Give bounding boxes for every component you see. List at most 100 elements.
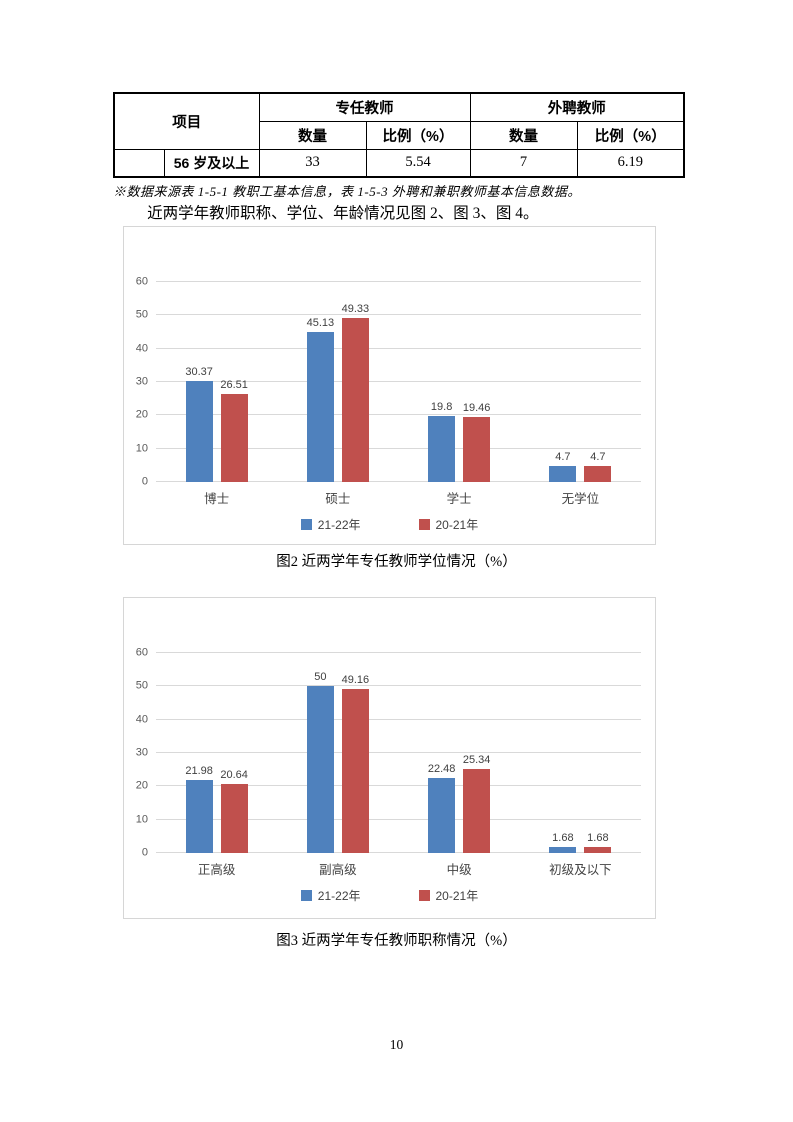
bar-21-22年: 45.13 [307, 317, 334, 482]
legend-label: 21-22年 [317, 518, 361, 532]
y-axis-tick-label: 20 [135, 408, 148, 421]
figure-2-bar-chart: 0 10 20 30 40 50 60 30.37 26.51 45.13 49.33 19.8 19.… [123, 226, 656, 545]
y-axis-tick-label: 20 [135, 779, 148, 792]
bar-data-label: 1.68 [587, 832, 609, 845]
plot-area: 0 10 20 30 40 50 60 30.37 26.51 45.13 49.33 19.8 19.… [136, 276, 641, 487]
y-axis-tick-label: 60 [135, 646, 148, 659]
bar-data-label: 45.13 [306, 316, 335, 329]
table-header-ft-count: 数量 [258, 120, 367, 150]
category-label: 副高级 [319, 863, 357, 877]
legend-item: 20-21年 [418, 516, 479, 533]
y-axis-tick-label: 0 [141, 846, 148, 859]
figure-3-bar-chart: 0 10 20 30 40 50 60 21.98 20.64 50 49.16 22.48 25.34… [123, 597, 656, 919]
bar-21-22年: 4.7 [549, 452, 577, 482]
bar-group: 4.7 4.7 [520, 282, 641, 482]
bar-20-21年: 49.16 [342, 675, 369, 853]
category-label: 中级 [446, 863, 472, 877]
bar-21-22年: 30.37 [185, 366, 213, 482]
bar-data-label: 22.48 [427, 763, 456, 776]
gridline [156, 685, 641, 687]
bar-data-label: 50 [314, 671, 327, 684]
category-label: 博士 [204, 492, 230, 506]
y-axis-tick-label: 10 [135, 813, 148, 826]
bar-data-label: 49.33 [341, 302, 370, 315]
y-axis-tick-label: 40 [135, 713, 148, 726]
bar-20-21年: 19.46 [463, 403, 490, 482]
gridline [156, 818, 641, 820]
bar-group: 50 49.16 [277, 653, 398, 853]
page-number: 10 [389, 1037, 404, 1052]
legend-item: 21-22年 [300, 516, 361, 533]
legend-label: 20-21年 [435, 518, 479, 532]
gridline [156, 652, 641, 653]
y-axis-tick-label: 50 [135, 679, 148, 692]
table-cell-ext-ratio: 6.19 [576, 148, 685, 178]
chart-legend: 21-22年 20-21年 [124, 887, 655, 904]
bar-21-22年: 50 [306, 672, 334, 853]
legend-label: 20-21年 [435, 889, 479, 903]
bar-21-22年: 21.98 [185, 765, 213, 853]
bar-group: 19.8 19.46 [399, 282, 520, 482]
table-header-ext-ratio: 比例（%） [576, 120, 685, 150]
bar-group: 45.13 49.33 [277, 282, 398, 482]
table-header-external: 外聘教师 [469, 92, 685, 122]
bar-data-label: 4.7 [590, 451, 606, 464]
table-cell-empty [113, 148, 165, 178]
bar-data-label: 20.64 [220, 769, 248, 782]
category-label: 正高级 [197, 863, 236, 877]
legend-label: 21-22年 [317, 889, 361, 903]
gridline [156, 852, 641, 853]
y-axis-tick-label: 40 [135, 342, 148, 355]
bar-data-label: 19.8 [430, 401, 453, 413]
table-header-ext-count: 数量 [469, 120, 578, 150]
plot-area: 0 10 20 30 40 50 60 21.98 20.64 50 49.16 22.48 25.34… [136, 647, 641, 858]
table-source-footnote: ※数据来源表 1-5-1 教职工基本信息，表 1-5-3 外聘和兼职教师基本信息… [113, 184, 581, 199]
bar-20-21年: 20.64 [220, 770, 248, 853]
body-paragraph: 近两学年教师职称、学位、年龄情况见图 2、图 3、图 4。 [147, 205, 539, 222]
gridline [156, 414, 641, 416]
bar-group: 21.98 20.64 [156, 653, 277, 853]
gridline [156, 785, 641, 787]
gridline [156, 447, 641, 449]
gridline [156, 752, 641, 753]
legend-swatch [418, 519, 430, 530]
category-label: 初级及以下 [549, 863, 612, 877]
bar-group: 22.48 25.34 [399, 653, 520, 853]
table-header-item: 项目 [113, 92, 260, 150]
legend-swatch [300, 519, 312, 530]
bar-21-22年: 1.68 [549, 833, 577, 853]
bar-group: 30.37 26.51 [156, 282, 277, 482]
y-axis-tick-label: 30 [135, 746, 148, 759]
legend-item: 21-22年 [300, 887, 361, 904]
gridline [156, 718, 641, 720]
table-cell-ft-ratio: 5.54 [365, 148, 471, 178]
bar-groups: 30.37 26.51 45.13 49.33 19.8 19.46 4.7 4.7 [156, 282, 641, 482]
bar-group: 1.68 1.68 [520, 653, 641, 853]
bar-data-label: 21.98 [185, 764, 213, 777]
chart-legend: 21-22年 20-21年 [124, 516, 655, 533]
y-axis-tick-label: 50 [135, 308, 148, 321]
bar-data-label: 30.37 [185, 365, 213, 378]
category-label: 无学位 [561, 492, 600, 506]
legend-swatch [418, 890, 430, 901]
y-axis-tick-label: 10 [135, 442, 148, 455]
legend-swatch [300, 890, 312, 901]
gridline [156, 347, 641, 349]
category-label: 硕士 [325, 492, 351, 506]
y-axis-tick-label: 60 [135, 275, 148, 288]
bar-20-21年: 25.34 [463, 754, 490, 853]
y-axis-tick-label: 30 [135, 375, 148, 388]
bar-data-label: 4.7 [555, 451, 571, 464]
y-axis-tick-label: 0 [141, 475, 148, 488]
table-row: 56 岁及以上 33 5.54 7 6.19 [113, 148, 685, 178]
bar-20-21年: 1.68 [584, 833, 612, 853]
table-header-fulltime: 专任教师 [258, 92, 471, 122]
bar-data-label: 26.51 [220, 378, 248, 391]
bar-21-22年: 22.48 [428, 764, 455, 853]
legend-item: 20-21年 [418, 887, 479, 904]
gridline [156, 381, 641, 382]
bar-20-21年: 4.7 [584, 452, 612, 482]
teacher-age-table: 项目 专任教师 外聘教师 数量 比例（%） 数量 比例（%） 56 岁及以上 3… [113, 92, 685, 178]
bar-data-label: 1.68 [552, 832, 574, 845]
